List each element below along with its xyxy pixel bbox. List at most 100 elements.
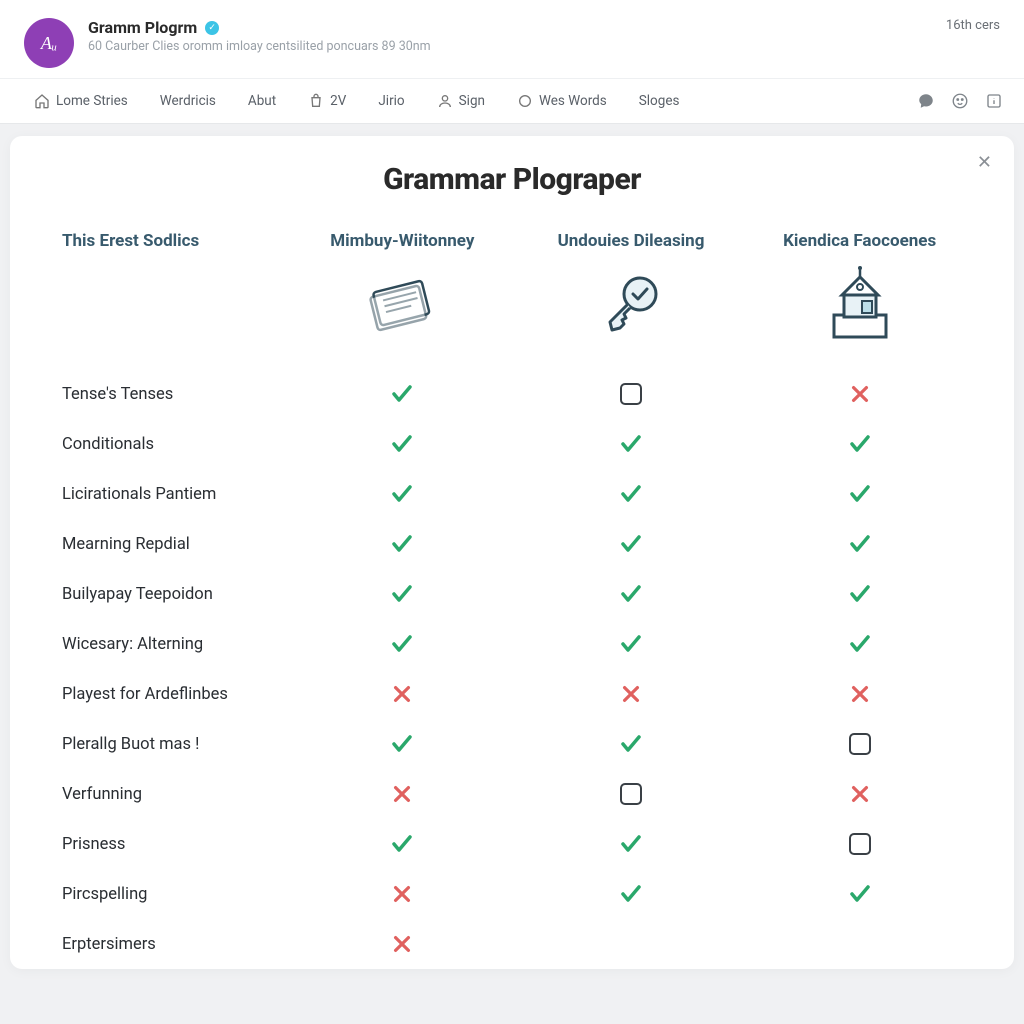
check-icon — [390, 482, 414, 506]
building-icon — [820, 265, 900, 343]
info-icon[interactable] — [984, 91, 1004, 111]
close-icon[interactable]: ✕ — [977, 152, 992, 173]
feature-cell — [749, 482, 970, 506]
feature-row: Wicesary: Alterning — [54, 619, 970, 669]
check-icon — [848, 532, 872, 556]
feature-label: Verfunning — [54, 785, 284, 804]
page-header: Aᵤ Gramm Plogrm ✓ 60 Caurber Clies oromm… — [0, 0, 1024, 78]
header-right-text: 16th cers — [946, 18, 1000, 33]
check-icon — [390, 532, 414, 556]
nav-label: Werdricis — [160, 93, 216, 109]
neutral-box-icon — [849, 733, 871, 755]
nav-item-werdricis[interactable]: Werdricis — [146, 85, 230, 117]
col-header-2: Undouies Dileasing — [521, 231, 742, 251]
nav-item-sign[interactable]: Sign — [423, 85, 499, 117]
feature-cell — [521, 383, 742, 405]
table-headers: This Erest Sodlics Mimbuy-Wiitonney Undo… — [54, 231, 970, 251]
feature-row: Pircspelling — [54, 869, 970, 919]
check-icon — [390, 732, 414, 756]
col-header-1: Mimbuy-Wiitonney — [292, 231, 513, 251]
nav-item-abut[interactable]: Abut — [234, 85, 290, 117]
book-icon — [363, 272, 441, 336]
header-text-block: Gramm Plogrm ✓ 60 Caurber Clies oromm im… — [88, 18, 932, 54]
check-icon — [619, 432, 643, 456]
feature-cell — [292, 732, 513, 756]
feature-label: Builyapay Teepoidon — [54, 585, 284, 604]
feature-label: Wicesary: Alterning — [54, 635, 284, 654]
feature-row: Playest for Ardeflinbes — [54, 669, 970, 719]
check-icon — [390, 832, 414, 856]
feature-label: Pircspelling — [54, 885, 284, 904]
feature-cell — [749, 733, 970, 755]
key-check-icon — [594, 270, 668, 338]
neutral-box-icon — [620, 783, 642, 805]
feature-label: Tense's Tenses — [54, 385, 284, 404]
check-icon — [390, 632, 414, 656]
feature-label: Mearning Repdial — [54, 535, 284, 554]
nav-label: Jirio — [378, 93, 404, 109]
col-icon-3 — [749, 261, 970, 347]
nav-label: Sloges — [639, 93, 680, 109]
feature-row: Conditionals — [54, 419, 970, 469]
check-icon — [848, 432, 872, 456]
feature-cell — [292, 582, 513, 606]
feature-cell — [749, 882, 970, 906]
feature-row: Plerallg Buot mas ! — [54, 719, 970, 769]
feature-label: Licirationals Pantiem — [54, 485, 284, 504]
feature-row: Prisness — [54, 819, 970, 869]
check-icon — [848, 882, 872, 906]
cross-icon — [391, 683, 413, 705]
chat-icon[interactable] — [916, 91, 936, 111]
nav-item-home[interactable]: Lome Stries — [20, 85, 142, 117]
check-icon — [848, 632, 872, 656]
check-icon — [619, 732, 643, 756]
col-header-3: Kiendica Faocoenes — [749, 231, 970, 251]
feature-row: Licirationals Pantiem — [54, 469, 970, 519]
feature-label: Prisness — [54, 835, 284, 854]
feature-cell — [749, 783, 970, 805]
nav-item-words[interactable]: Wes Words — [503, 85, 621, 117]
feature-cell — [292, 683, 513, 705]
home-icon — [34, 93, 50, 109]
feature-rows: Tense's Tenses Conditionals Licirationals … — [54, 369, 970, 969]
header-title: Gramm Plogrm — [88, 18, 197, 37]
check-icon — [619, 482, 643, 506]
feature-cell — [292, 883, 513, 905]
feature-cell — [521, 432, 742, 456]
feature-row: Erptersimers — [54, 919, 970, 969]
nav-label: Abut — [248, 93, 276, 109]
nav-left: Lome Stries Werdricis Abut 2V Jirio Sign — [20, 85, 916, 117]
nav-item-bag[interactable]: 2V — [294, 85, 360, 117]
feature-cell — [292, 432, 513, 456]
feature-cell — [749, 683, 970, 705]
feature-cell — [292, 532, 513, 556]
feature-cell — [521, 832, 742, 856]
cross-icon — [391, 883, 413, 905]
circle-icon — [517, 93, 533, 109]
nav-item-sloges[interactable]: Sloges — [625, 85, 694, 117]
check-icon — [390, 582, 414, 606]
cross-icon — [391, 933, 413, 955]
col-icon-2 — [521, 261, 742, 347]
feature-cell — [749, 383, 970, 405]
face-icon[interactable] — [950, 91, 970, 111]
check-icon — [848, 482, 872, 506]
feature-cell — [749, 632, 970, 656]
nav-label: Sign — [459, 93, 485, 109]
cross-icon — [620, 683, 642, 705]
cross-icon — [849, 383, 871, 405]
feature-cell — [521, 783, 742, 805]
feature-label: Plerallg Buot mas ! — [54, 735, 284, 754]
nav-label: 2V — [330, 93, 346, 109]
col-icon-1 — [292, 261, 513, 347]
verified-badge-icon: ✓ — [205, 21, 219, 35]
feature-row: Builyapay Teepoidon — [54, 569, 970, 619]
feature-cell — [521, 532, 742, 556]
cross-icon — [391, 783, 413, 805]
check-icon — [848, 582, 872, 606]
neutral-box-icon — [849, 833, 871, 855]
feature-label: Playest for Ardeflinbes — [54, 685, 284, 704]
nav-item-jirio[interactable]: Jirio — [364, 85, 418, 117]
feature-row: Tense's Tenses — [54, 369, 970, 419]
feature-cell — [292, 933, 513, 955]
